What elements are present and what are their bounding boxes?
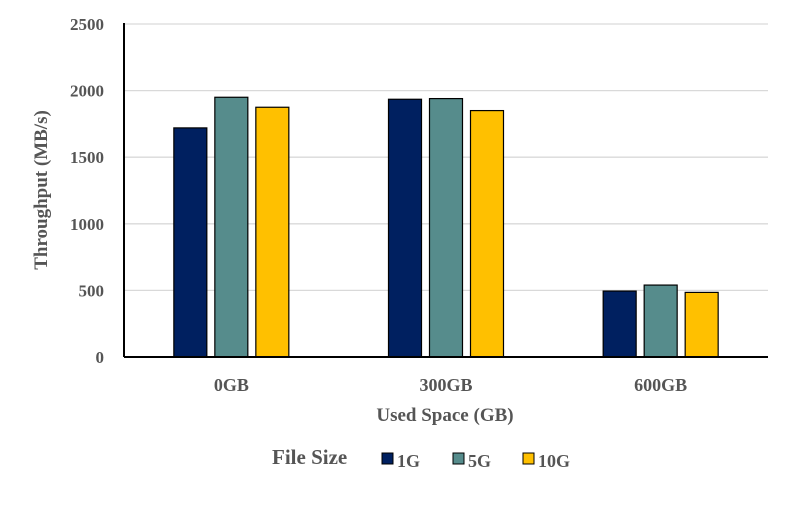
legend-label-10G: 10G bbox=[538, 451, 570, 471]
y-tick-label: 2500 bbox=[70, 15, 104, 34]
legend-swatch-1G bbox=[381, 452, 394, 465]
y-tick-label: 1500 bbox=[70, 148, 104, 167]
x-axis-title: Used Space (GB) bbox=[376, 405, 513, 426]
legend-swatch-10G bbox=[522, 452, 535, 465]
legend-title: File Size bbox=[272, 445, 347, 469]
x-tick-label: 300GB bbox=[419, 375, 472, 395]
y-axis-title: Throughput (MB/s) bbox=[31, 110, 52, 270]
y-tick-label: 2000 bbox=[70, 82, 104, 101]
axes bbox=[123, 23, 768, 358]
legend-label-1G: 1G bbox=[397, 451, 420, 471]
bar-10G-300GB bbox=[469, 109, 505, 358]
bar-1G-0GB bbox=[173, 127, 208, 358]
legend-items: 1G 5G 10G bbox=[381, 451, 570, 471]
x-tick-labels: 0GB 300GB 600GB bbox=[214, 375, 687, 395]
bars bbox=[173, 96, 719, 358]
x-tick-label: 600GB bbox=[634, 375, 687, 395]
y-tick-label: 500 bbox=[79, 281, 105, 300]
bar-1G-600GB bbox=[602, 290, 637, 358]
x-tick-label: 0GB bbox=[214, 375, 249, 395]
bar-5G-300GB bbox=[428, 97, 464, 358]
legend-label-5G: 5G bbox=[468, 451, 491, 471]
y-tick-labels: 0 500 1000 1500 2000 2500 bbox=[70, 15, 104, 367]
bar-1G-300GB bbox=[387, 98, 423, 358]
bar-10G-0GB bbox=[255, 106, 290, 358]
bar-5G-0GB bbox=[214, 96, 249, 358]
bar-5G-600GB bbox=[643, 284, 678, 358]
y-tick-label: 0 bbox=[96, 348, 105, 367]
bar-10G-600GB bbox=[684, 291, 719, 358]
legend-swatch-5G bbox=[452, 452, 465, 465]
legend: File Size 1G 5G 10G bbox=[272, 445, 570, 471]
y-tick-label: 1000 bbox=[70, 215, 104, 234]
